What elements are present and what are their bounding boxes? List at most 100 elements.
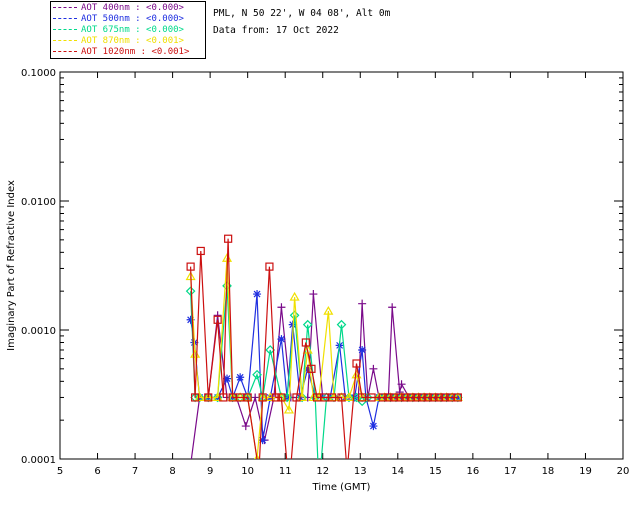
legend-item-870nm: AOT 870nm : <0.001> bbox=[53, 36, 184, 47]
data-point-1020nm bbox=[337, 393, 346, 402]
data-point-500nm bbox=[277, 335, 286, 344]
data-point-1020nm bbox=[418, 393, 427, 402]
x-tick-label: 11 bbox=[279, 466, 292, 477]
data-point-1020nm bbox=[429, 393, 438, 402]
x-tick-label: 14 bbox=[391, 466, 404, 477]
data-point-400nm bbox=[309, 290, 318, 299]
data-point-1020nm bbox=[265, 262, 274, 271]
legend-label-675nm: AOT 675nm : <0.000> bbox=[81, 25, 184, 35]
data-point-1020nm bbox=[384, 393, 393, 402]
x-tick-label: 18 bbox=[542, 466, 555, 477]
legend-item-400nm: AOT 400nm : <0.000> bbox=[53, 3, 184, 14]
x-tick-label: 7 bbox=[132, 466, 138, 477]
data-point-500nm bbox=[258, 436, 267, 445]
data-point-400nm bbox=[369, 364, 378, 373]
x-tick-label: 19 bbox=[579, 466, 592, 477]
x-tick-label: 6 bbox=[94, 466, 100, 477]
data-point-400nm bbox=[277, 303, 286, 312]
data-point-1020nm bbox=[271, 393, 280, 402]
data-point-500nm bbox=[223, 374, 232, 383]
data-point-1020nm bbox=[406, 393, 416, 402]
data-point-870nm bbox=[194, 392, 205, 402]
data-point-870nm bbox=[323, 305, 334, 315]
data-point-1020nm bbox=[378, 393, 387, 402]
data-point-500nm bbox=[369, 422, 378, 431]
data-point-1020nm bbox=[243, 393, 252, 402]
date-text: Data from: 17 Oct 2022 bbox=[213, 25, 339, 36]
data-point-870nm bbox=[289, 291, 300, 301]
x-axis-label: Time (GMT) bbox=[312, 482, 371, 493]
series-markers-1020nm bbox=[186, 234, 462, 491]
legend-item-1020nm: AOT 1020nm : <0.001> bbox=[53, 47, 189, 58]
legend: AOT 400nm : <0.000> AOT 500nm : <0.000> … bbox=[50, 1, 206, 59]
location-text: PML, N 50 22', W 04 08', Alt 0m bbox=[213, 8, 391, 19]
x-tick-label: 16 bbox=[466, 466, 479, 477]
data-point-1020nm bbox=[191, 393, 200, 402]
data-point-400nm bbox=[241, 422, 250, 431]
x-tick-label: 15 bbox=[429, 466, 442, 477]
data-point-1020nm bbox=[204, 393, 213, 402]
data-point-675nm bbox=[336, 319, 347, 330]
data-point-1020nm bbox=[344, 468, 351, 475]
data-point-400nm bbox=[358, 299, 367, 308]
data-point-1020nm bbox=[352, 359, 361, 368]
legend-swatch-870nm bbox=[53, 40, 77, 41]
x-tick-label: 17 bbox=[504, 466, 517, 477]
data-point-400nm bbox=[213, 311, 222, 320]
data-point-1020nm bbox=[285, 484, 292, 491]
data-point-1020nm bbox=[434, 393, 444, 402]
plot-frame bbox=[59, 71, 624, 460]
data-point-1020nm bbox=[213, 315, 222, 324]
legend-label-870nm: AOT 870nm : <0.001> bbox=[81, 36, 184, 46]
data-point-675nm bbox=[194, 392, 205, 403]
x-tick-label: 13 bbox=[354, 466, 367, 477]
y-axis-label: Imaginary Part of Refractive Index bbox=[6, 180, 17, 351]
series-line-1020nm bbox=[190, 238, 458, 459]
data-point-675nm bbox=[344, 392, 354, 403]
data-point-1020nm bbox=[412, 393, 421, 402]
data-point-1020nm bbox=[307, 364, 316, 373]
data-point-1020nm bbox=[453, 393, 462, 402]
data-point-500nm bbox=[253, 290, 262, 299]
y-tick-label: 0.0001 bbox=[21, 455, 56, 466]
data-point-1020nm bbox=[292, 393, 301, 402]
x-tick-label: 12 bbox=[316, 466, 329, 477]
data-point-1020nm bbox=[255, 468, 262, 475]
data-point-1020nm bbox=[328, 393, 337, 402]
legend-item-500nm: AOT 500nm : <0.000> bbox=[53, 14, 184, 25]
data-point-870nm bbox=[343, 392, 355, 402]
legend-label-1020nm: AOT 1020nm : <0.001> bbox=[81, 47, 190, 57]
data-point-400nm bbox=[187, 461, 195, 469]
data-point-1020nm bbox=[196, 246, 205, 256]
x-tick-label: 20 bbox=[617, 466, 630, 477]
data-point-1020nm bbox=[258, 393, 267, 402]
data-point-400nm bbox=[388, 303, 397, 312]
legend-swatch-675nm bbox=[53, 29, 77, 30]
x-tick-label: 8 bbox=[169, 466, 175, 477]
data-point-870nm bbox=[283, 404, 294, 414]
data-point-500nm bbox=[358, 345, 367, 354]
data-point-675nm bbox=[185, 286, 196, 297]
legend-swatch-500nm bbox=[53, 18, 77, 19]
data-point-675nm bbox=[302, 319, 313, 330]
legend-swatch-1020nm bbox=[53, 51, 77, 52]
data-point-500nm bbox=[236, 373, 245, 382]
x-tick-label: 9 bbox=[207, 466, 213, 477]
legend-swatch-400nm bbox=[53, 7, 77, 8]
y-tick-label: 0.1000 bbox=[21, 68, 56, 79]
data-point-1020nm bbox=[277, 393, 286, 402]
data-point-500nm bbox=[186, 315, 195, 324]
data-point-1020nm bbox=[358, 393, 367, 402]
data-point-1020nm bbox=[423, 393, 432, 402]
data-point-1020nm bbox=[395, 393, 404, 402]
data-point-1020nm bbox=[219, 393, 228, 402]
data-point-675nm bbox=[252, 369, 262, 380]
data-point-1020nm bbox=[224, 234, 233, 243]
data-point-1020nm bbox=[301, 338, 310, 347]
plot-area bbox=[185, 234, 463, 491]
data-point-1020nm bbox=[440, 393, 449, 402]
data-point-400nm bbox=[397, 380, 406, 389]
data-point-1020nm bbox=[367, 393, 376, 402]
data-point-1020nm bbox=[186, 262, 195, 271]
